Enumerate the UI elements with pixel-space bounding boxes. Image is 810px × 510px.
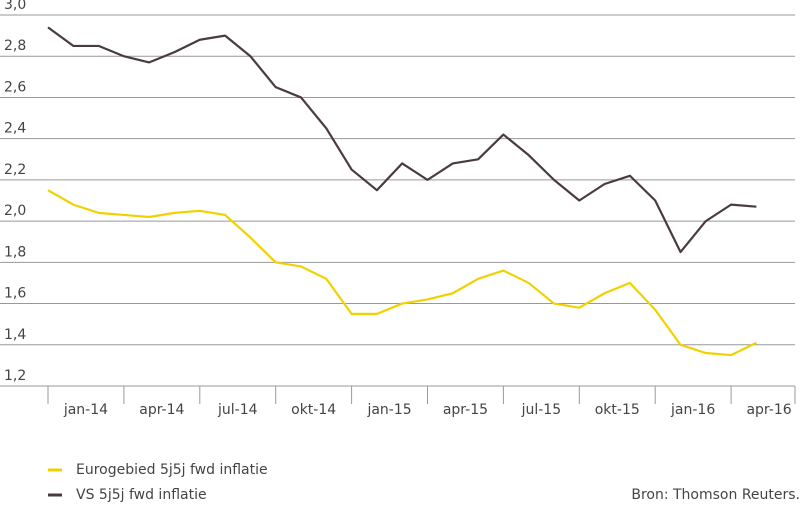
y-tick-label: 2,6 — [4, 79, 26, 95]
y-tick-label: 1,6 — [4, 286, 26, 302]
x-tick-label: jan-16 — [670, 402, 715, 418]
legend-label: VS 5j5j fwd inflatie — [76, 487, 207, 503]
legend-label: Eurogebied 5j5j fwd inflatie — [76, 462, 268, 478]
y-tick-label: 2,4 — [4, 121, 26, 137]
y-tick-label: 1,4 — [4, 327, 26, 343]
line — [47, 189, 757, 357]
x-tick-label: okt-14 — [291, 402, 336, 418]
x-tick-label: jan-14 — [63, 402, 108, 418]
x-tick-label: okt-15 — [595, 402, 640, 418]
x-tick-label: apr-14 — [139, 402, 184, 418]
y-tick-label: 1,8 — [4, 244, 26, 260]
y-tick-label: 2,0 — [4, 203, 26, 219]
y-tick-label: 2,8 — [4, 38, 26, 54]
y-tick-label: 2,2 — [4, 162, 26, 178]
x-tick-label: jul-14 — [217, 402, 258, 418]
source: Bron: Thomson Reuters. — [631, 487, 800, 503]
x-tick-label: jul-15 — [521, 402, 562, 418]
y-tick-label: 1,2 — [4, 368, 26, 384]
y-tick-label: 3,0 — [4, 0, 26, 13]
x-tick-label: apr-15 — [443, 402, 488, 418]
line — [47, 26, 757, 254]
x-tick-label: apr-16 — [746, 402, 791, 418]
x-tick-label: jan-15 — [366, 402, 411, 418]
